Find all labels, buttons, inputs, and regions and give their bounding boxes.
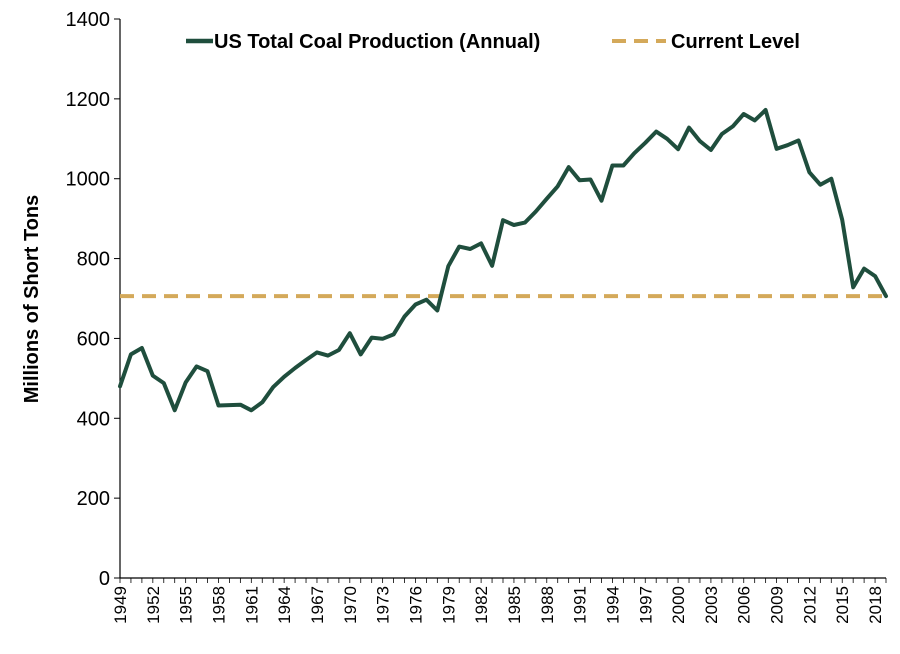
x-tick-label: 1973 [374, 586, 393, 624]
x-tick-label: 1988 [538, 586, 557, 624]
x-tick-label: 1991 [571, 586, 590, 624]
y-tick-label: 800 [77, 249, 110, 271]
x-tick-label: 2015 [833, 586, 852, 624]
x-tick-label: 2006 [735, 586, 754, 624]
x-tick-label: 1964 [275, 586, 294, 624]
y-tick-label: 1400 [66, 9, 111, 31]
y-axis-ticks: 0 200 400 600 800 1000 1200 1400 [66, 9, 120, 590]
y-tick-label: 200 [77, 488, 110, 510]
y-axis-title: Millions of Short Tons [21, 195, 43, 404]
series-layer [118, 108, 888, 413]
x-tick-label: 1997 [636, 586, 655, 624]
y-tick-label: 0 [99, 568, 110, 590]
x-tick-label: 2012 [800, 586, 819, 624]
y-tick-label: 1200 [66, 89, 111, 111]
x-tick-label: 1970 [341, 586, 360, 624]
x-axis-ticks: 1949 1952 1955 1958 1961 1964 1967 1970 1973 1976… [111, 578, 887, 624]
x-tick-label: 1994 [603, 586, 622, 624]
y-tick-label: 600 [77, 328, 110, 350]
y-tick-label: 400 [77, 408, 110, 430]
series-line-coal-production [118, 108, 888, 413]
legend-label-production: US Total Coal Production (Annual) [214, 31, 540, 53]
x-tick-label: 2003 [702, 586, 721, 624]
x-tick-label: 2018 [866, 586, 885, 624]
x-tick-label: 2000 [669, 586, 688, 624]
x-tick-label: 2009 [768, 586, 787, 624]
x-tick-label: 1979 [439, 586, 458, 624]
x-tick-label: 1958 [209, 586, 228, 624]
legend: US Total Coal Production (Annual) Curren… [186, 31, 800, 53]
x-tick-label: 1961 [242, 586, 261, 624]
y-tick-label: 1000 [66, 169, 111, 191]
x-tick-label: 1949 [111, 586, 130, 624]
x-tick-label: 1955 [177, 586, 196, 624]
x-tick-label: 1967 [308, 586, 327, 624]
x-tick-label: 1976 [406, 586, 425, 624]
x-tick-label: 1952 [144, 586, 163, 624]
x-tick-label: 1982 [472, 586, 491, 624]
x-tick-label: 1985 [505, 586, 524, 624]
legend-label-current: Current Level [671, 31, 800, 53]
